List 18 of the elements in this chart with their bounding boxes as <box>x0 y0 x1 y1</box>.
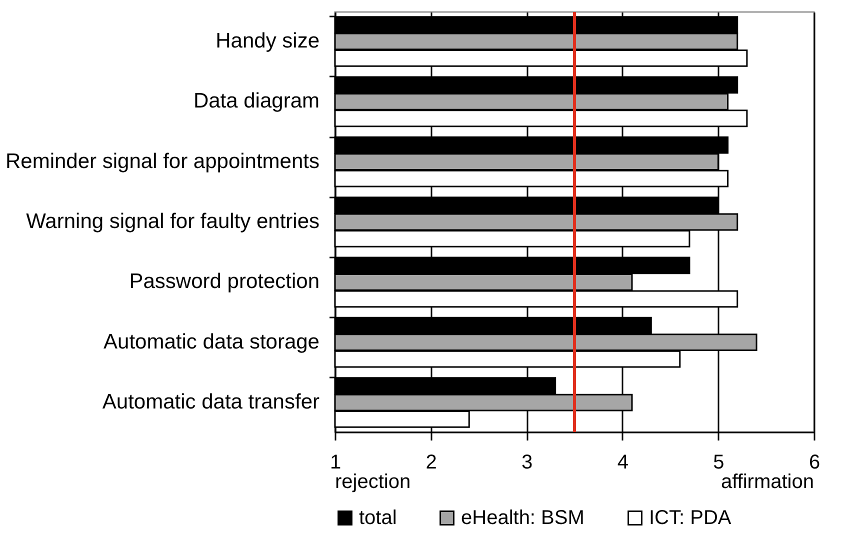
text: rejection <box>335 471 411 493</box>
y-tick-label: Handy size <box>216 29 320 52</box>
x-tick-label: 6 <box>808 452 820 474</box>
legend-label: ICT: PDA <box>649 507 732 529</box>
y-tick-label: Reminder signal for appointments <box>6 150 320 173</box>
legend-label: eHealth: BSM <box>461 507 584 529</box>
legend-label: total <box>359 507 397 529</box>
y-tick-label: Automatic data transfer <box>102 390 320 414</box>
x-tick-label: 5 <box>713 452 724 474</box>
x-tick-label: 3 <box>522 452 533 474</box>
x-tick-label: 1 <box>330 452 342 474</box>
x-tick-label: 4 <box>617 452 628 474</box>
y-tick-label: Data diagram <box>193 90 320 113</box>
y-tick-label: Automatic data storage <box>104 330 320 354</box>
x-tick-label: 2 <box>426 452 437 474</box>
text: affirmation <box>720 471 814 493</box>
y-tick-label: Password protection <box>129 270 320 294</box>
y-tick-label: Warning signal for faulty entries <box>26 210 320 233</box>
